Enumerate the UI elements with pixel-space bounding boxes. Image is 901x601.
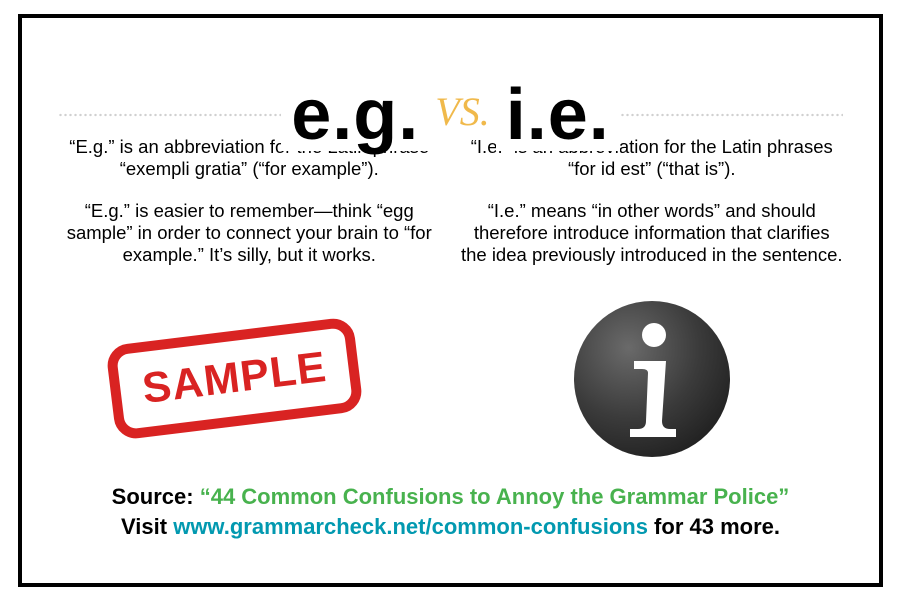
header-row: e.g. VS. i.e. [58,42,843,132]
footer-line-1: Source: “44 Common Confusions to Annoy t… [58,482,843,512]
sample-stamp: SAMPLE [105,316,364,441]
right-para-2: “I.e.” means “in other words” and should… [461,200,844,266]
visit-label: Visit [121,514,173,539]
sample-stamp-text: SAMPLE [105,316,364,441]
footer-tail: for 43 more. [648,514,780,539]
footer-line-2: Visit www.grammarcheck.net/common-confus… [58,512,843,542]
vs-label: VS. [429,88,495,135]
dots-right [620,113,843,117]
info-icon [572,299,732,459]
infographic-frame: e.g. VS. i.e. “E.g.” is an abbreviation … [18,14,883,587]
left-illustration: SAMPLE [58,286,441,476]
title-left: e.g. [281,79,429,151]
title-right: i.e. [496,79,620,151]
right-column: “I.e.” is an abbreviation for the Latin … [461,136,844,476]
dotted-rule: e.g. VS. i.e. [58,79,843,151]
columns: “E.g.” is an abbreviation for the Latin … [58,136,843,476]
left-column: “E.g.” is an abbreviation for the Latin … [58,136,441,476]
source-url[interactable]: www.grammarcheck.net/common-confusions [173,514,648,539]
right-illustration [461,286,844,476]
footer: Source: “44 Common Confusions to Annoy t… [58,482,843,542]
source-label: Source: [112,484,200,509]
dots-left [58,113,281,117]
left-para-2: “E.g.” is easier to remember—think “egg … [58,200,441,266]
title-block: e.g. VS. i.e. [281,79,620,151]
source-title: “44 Common Confusions to Annoy the Gramm… [200,484,790,509]
